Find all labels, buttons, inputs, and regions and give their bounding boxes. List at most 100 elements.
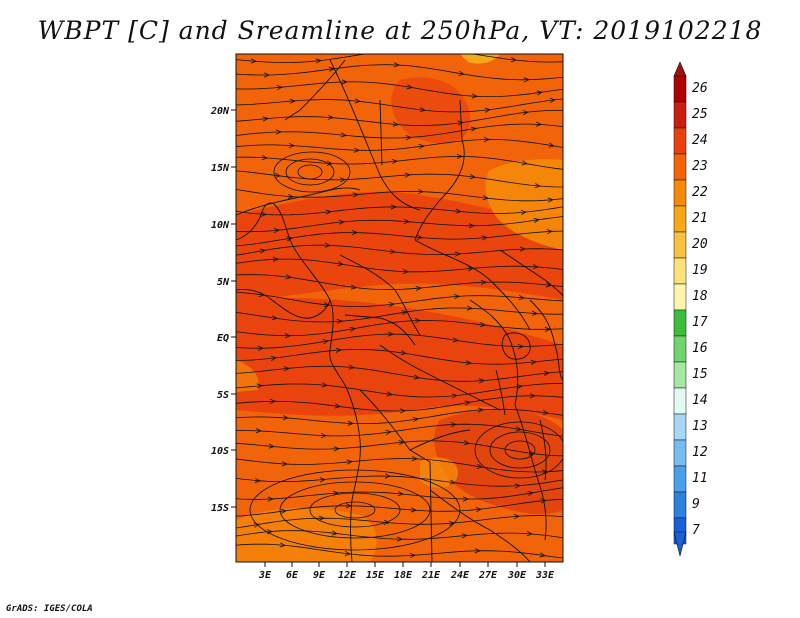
- streamline-arrow: [530, 359, 537, 365]
- streamline-arrow: [453, 294, 460, 300]
- circulation-south: [249, 469, 461, 551]
- streamline-arrow: [327, 114, 335, 120]
- streamline-arrow: [474, 548, 481, 554]
- lon-tick-label: 6E: [286, 570, 299, 581]
- streamline-arrow: [419, 107, 426, 113]
- cool-patch-south: [420, 457, 459, 488]
- streamline-arrow: [534, 183, 542, 189]
- colorbar-label: 20: [692, 237, 708, 252]
- streamline-arrow: [411, 456, 418, 462]
- streamline-arrow: [462, 496, 469, 502]
- streamline: [236, 475, 563, 487]
- streamline-arrow: [405, 135, 412, 141]
- lon-tick: 6E: [286, 562, 299, 581]
- colorbar-label: 7: [692, 523, 700, 538]
- streamline-arrow: [516, 384, 523, 390]
- streamline-arrow: [413, 374, 420, 380]
- streamline-arrow: [271, 315, 278, 321]
- streamline-arrow: [465, 360, 473, 366]
- streamline-arrow: [398, 440, 405, 446]
- streamline-arrow: [391, 159, 398, 165]
- streamline-arrow: [344, 550, 351, 556]
- streamline-arrow: [514, 483, 521, 489]
- streamline-arrow: [345, 503, 352, 509]
- streamline-arrow: [414, 318, 421, 324]
- lon-tick: 18E: [394, 562, 413, 581]
- streamline: [236, 515, 563, 529]
- colorbar-label: 24: [692, 133, 708, 148]
- lon-tick-label: 33E: [535, 570, 555, 581]
- streamline: [236, 54, 563, 63]
- streamline-arrow: [350, 284, 357, 290]
- streamline-arrow: [346, 459, 353, 465]
- streamline: [236, 81, 563, 98]
- streamline-arrow: [336, 318, 343, 325]
- streamline-arrow: [259, 248, 266, 254]
- streamline-arrow: [467, 266, 475, 272]
- streamline-arrow: [546, 229, 553, 235]
- streamlines: [236, 54, 563, 559]
- streamline-arrow: [321, 382, 328, 388]
- lat-tick: 15N: [211, 163, 236, 174]
- streamline: [236, 258, 563, 273]
- streamline-arrow: [545, 282, 552, 288]
- streamline-arrow: [285, 274, 292, 280]
- streamline-arrow: [341, 79, 348, 85]
- streamline: [236, 230, 563, 247]
- streamline-arrow: [401, 310, 408, 316]
- streamline-arrow: [469, 174, 476, 180]
- lon-tick: 15E: [366, 562, 385, 581]
- lat-tick-label: 10N: [211, 220, 230, 231]
- streamline-arrow: [338, 219, 346, 225]
- streamline-arrow: [451, 393, 458, 399]
- streamline-arrow: [547, 197, 554, 203]
- lat-tick-label: 15N: [211, 163, 230, 174]
- border-15: [429, 461, 433, 562]
- streamline-arrow: [250, 58, 257, 64]
- lon-tick: 9E: [313, 562, 326, 581]
- streamline-arrow: [456, 153, 463, 159]
- lon-tick: 24E: [450, 562, 470, 581]
- streamline-arrow: [468, 223, 475, 229]
- streamline-arrow: [287, 193, 294, 199]
- streamline-arrow: [354, 98, 361, 104]
- streamline-arrow: [417, 188, 424, 195]
- streamline-arrow: [539, 552, 547, 558]
- streamline-arrow: [470, 126, 477, 132]
- colorbar-bottom-arrow: [673, 531, 687, 557]
- lon-tick-label: 3E: [258, 570, 272, 581]
- chart-title: WBPT [C] and Sreamline at 250hPa, VT: 20…: [37, 16, 763, 45]
- streamline-arrow: [535, 121, 542, 127]
- lat-tick: 5S: [217, 390, 236, 401]
- border-3: [329, 59, 421, 211]
- streamline: [236, 139, 563, 151]
- streamline-arrow: [527, 491, 534, 497]
- streamline: [236, 333, 563, 349]
- streamline-arrow: [274, 172, 281, 178]
- streamline-arrow: [399, 408, 406, 414]
- colorbar-segment: [673, 309, 687, 337]
- streamline: [236, 244, 563, 256]
- streamline-arrow: [416, 234, 423, 240]
- circulation-southeast: [474, 421, 563, 479]
- colorbar-labels: 26 25 24 23 22 21 20 19 18 17 16 15 14 1…: [692, 81, 708, 538]
- colorbar-label: 21: [692, 211, 708, 226]
- lon-tick: 27E: [478, 562, 498, 581]
- streamline-arrow: [353, 147, 360, 153]
- streamline-arrow: [384, 473, 391, 479]
- lon-tick: 30E: [507, 562, 527, 581]
- streamline: [236, 458, 563, 473]
- streamline: [236, 395, 563, 412]
- streamline: [236, 307, 563, 323]
- lon-tick-label: 24E: [450, 570, 470, 581]
- lat-tick: 15S: [211, 503, 236, 514]
- streamline-arrow: [275, 129, 282, 135]
- map-area: [236, 54, 563, 562]
- streamline-arrow: [543, 370, 550, 376]
- colorbar: 26 25 24 23 22 21 20 19 18 17 16 15 14 1…: [673, 61, 708, 557]
- streamline: [236, 408, 563, 424]
- streamline-arrow: [522, 110, 529, 116]
- lon-tick-label: 18E: [394, 570, 413, 581]
- streamline-arrow: [400, 350, 407, 356]
- colorbar-label: 14: [692, 393, 708, 408]
